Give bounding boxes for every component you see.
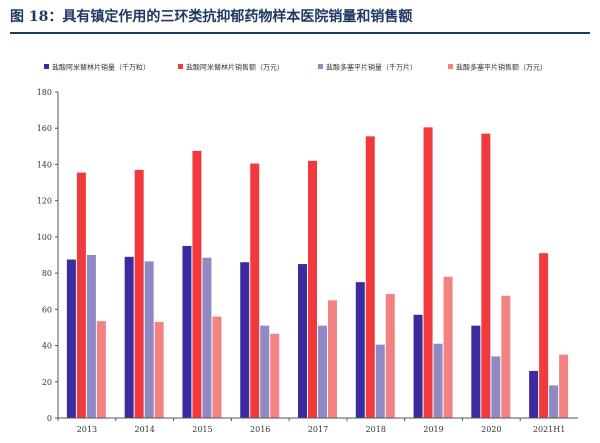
- y-tick-label: 60: [42, 305, 52, 314]
- bar-0-1: [76, 172, 86, 418]
- bar-4-2: [318, 325, 327, 418]
- bar-4-3: [328, 300, 337, 418]
- legend-swatch: [318, 64, 323, 69]
- x-axis: 2013 2014 2015 2016 2017 2018 2019 2020 2021H1: [57, 417, 578, 434]
- bar-3-1: [250, 163, 260, 418]
- bar-0-2: [86, 255, 96, 418]
- x-tick-label: 2018: [366, 425, 386, 434]
- bar-5-0: [355, 282, 365, 418]
- bar-4-1: [308, 160, 317, 419]
- bar-3-3: [270, 333, 280, 418]
- bar-8-2: [549, 385, 559, 418]
- bar-8-1: [539, 253, 549, 418]
- bar-8-0: [529, 370, 539, 418]
- legend-swatch: [448, 64, 453, 69]
- bar-2-3: [212, 316, 222, 418]
- figure-title: 图 18：具有镇定作用的三环类抗抑郁药物样本医院销量和销售额: [10, 9, 413, 25]
- bar-7-3: [501, 295, 511, 418]
- y-tick-label: 80: [42, 269, 52, 278]
- legend-label: 盐酸多塞平片销量（千万片）: [326, 63, 417, 72]
- legend-label: 盐酸阿米替林片销量（千万粒）: [52, 63, 150, 72]
- legend-label: 盐酸阿米替林片销售额（万元）: [186, 63, 284, 72]
- chart-legend: 盐酸阿米替林片销量（千万粒） 盐酸阿米替林片销售额（万元） 盐酸多塞平片销量（千万片…: [44, 63, 547, 72]
- x-tick-label: 2019: [423, 425, 443, 434]
- bar-2-2: [202, 257, 212, 418]
- bar-5-3: [385, 293, 395, 418]
- bar-1-1: [134, 169, 144, 418]
- x-tick-label: 2021H1: [533, 425, 565, 434]
- bar-8-3: [559, 354, 569, 418]
- bar-4-0: [298, 264, 307, 418]
- x-tick-label: 2013: [77, 425, 97, 434]
- bar-5-1: [365, 136, 375, 418]
- bar-6-1: [423, 127, 433, 419]
- bar-2-0: [182, 245, 192, 418]
- legend-swatch: [44, 64, 49, 69]
- bar-0-0: [66, 259, 76, 418]
- bar-3-2: [260, 325, 270, 418]
- y-tick-label: 140: [37, 160, 52, 169]
- y-tick-label: 180: [37, 88, 52, 97]
- legend-swatch: [178, 64, 183, 69]
- y-tick-label: 40: [42, 342, 52, 351]
- bar-7-1: [481, 133, 491, 418]
- y-tick-label: 120: [37, 197, 52, 206]
- bar-6-0: [413, 314, 423, 418]
- bar-6-2: [433, 343, 443, 418]
- bar-1-0: [124, 256, 134, 418]
- bar-1-3: [154, 322, 164, 418]
- y-tick-label: 0: [47, 414, 52, 423]
- y-axis: 0 20 40 60 80 100 120 140 160 180: [37, 88, 59, 423]
- bar-7-0: [471, 325, 481, 418]
- x-tick-label: 2017: [308, 425, 328, 434]
- legend-label: 盐酸多塞平片销售额（万元）: [456, 63, 547, 72]
- x-tick-label: 2015: [192, 425, 212, 434]
- x-tick-label: 2016: [250, 425, 270, 434]
- y-tick-label: 160: [37, 124, 52, 133]
- bar-6-3: [443, 276, 453, 418]
- y-tick-label: 20: [42, 378, 52, 387]
- x-tick-label: 2014: [134, 425, 154, 434]
- y-tick-label: 100: [37, 233, 52, 242]
- x-tick-label: 2020: [481, 425, 501, 434]
- bar-3-0: [240, 262, 250, 418]
- bar-1-2: [144, 261, 154, 418]
- title-divider: [10, 32, 590, 34]
- bar-series: [66, 127, 569, 419]
- bar-7-2: [491, 356, 501, 418]
- bar-5-2: [375, 344, 385, 418]
- bar-2-1: [192, 150, 202, 418]
- bar-0-3: [96, 321, 106, 418]
